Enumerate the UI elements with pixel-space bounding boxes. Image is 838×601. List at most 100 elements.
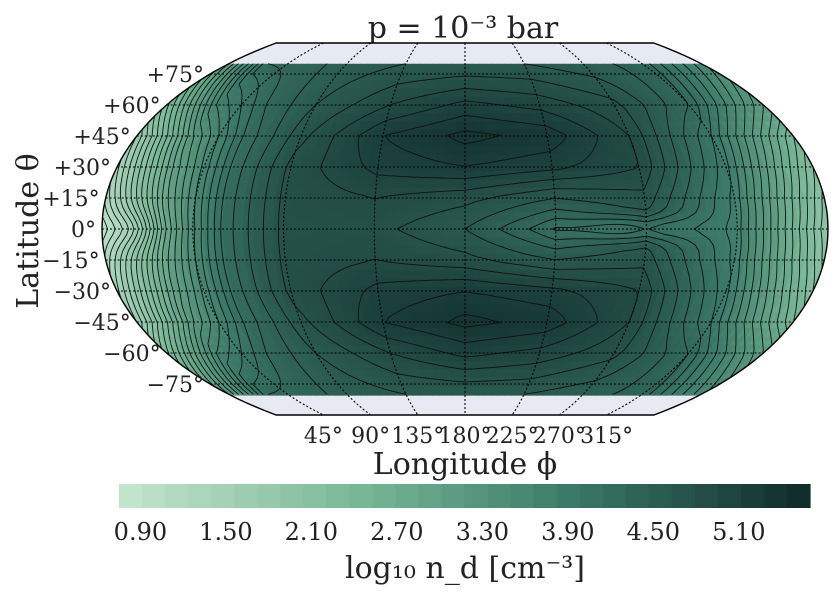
heatmap-cell	[548, 71, 563, 82]
heatmap-cell	[736, 121, 755, 131]
heatmap-cell	[356, 179, 368, 189]
heatmap-cell	[685, 204, 698, 214]
heatmap-cell	[102, 212, 115, 222]
heatmap-cell	[336, 129, 350, 140]
heatmap-cell	[736, 237, 749, 247]
heatmap-cell	[609, 63, 628, 74]
heatmap-cell	[449, 361, 459, 371]
heatmap-cell	[435, 162, 447, 173]
heatmap-cell	[665, 88, 684, 98]
heatmap-cell	[313, 212, 326, 222]
heatmap-cell	[465, 353, 475, 363]
heatmap-cell	[524, 187, 536, 198]
heatmap-cell	[203, 204, 216, 214]
heatmap-cell	[640, 121, 656, 131]
heatmap-cell	[552, 171, 565, 181]
heatmap-cell	[283, 204, 296, 214]
heatmap-cell	[474, 278, 486, 289]
heatmap-cell	[539, 146, 552, 156]
heatmap-cell	[271, 88, 289, 98]
heatmap-cell	[743, 129, 761, 140]
heatmap-cell	[592, 179, 605, 189]
heatmap-cell	[605, 204, 618, 214]
heatmap-cell	[394, 220, 406, 231]
heatmap-cell	[550, 63, 565, 74]
heatmap-cell	[333, 229, 346, 239]
heatmap-cell	[734, 129, 751, 140]
heatmap-cell	[412, 113, 424, 123]
heatmap-cell	[354, 220, 366, 231]
heatmap-cell	[173, 204, 186, 214]
heatmap-cell	[161, 129, 179, 140]
heatmap-cell	[398, 96, 410, 107]
colorbar-segment	[533, 484, 558, 508]
heatmap-cell	[534, 253, 547, 264]
heatmap-cell	[162, 212, 175, 222]
heatmap-cell	[414, 204, 427, 214]
heatmap-cell	[487, 80, 497, 90]
heatmap-cell	[785, 138, 803, 148]
colorbar-tick-label: 3.30	[456, 518, 509, 546]
heatmap-cell	[485, 212, 497, 222]
heatmap-cell	[703, 88, 724, 98]
heatmap-cell	[637, 162, 652, 173]
heatmap-cell	[397, 154, 410, 165]
heatmap-cell	[434, 253, 447, 264]
heatmap-cell	[687, 113, 704, 123]
heatmap-cell	[589, 63, 607, 74]
heatmap-cell	[314, 204, 326, 214]
heatmap-cell	[346, 71, 362, 82]
colorbar-label: log₁₀ n_d [cm⁻³]	[345, 551, 585, 586]
heatmap-cell	[253, 212, 266, 222]
heatmap-cell	[271, 113, 287, 123]
heatmap-cell	[581, 171, 594, 181]
heatmap-cell	[719, 88, 740, 98]
heatmap-cell	[749, 179, 764, 189]
heatmap-cell	[538, 138, 551, 148]
heatmap-cell	[408, 138, 421, 148]
heatmap-cell	[595, 212, 608, 222]
heatmap-cell	[514, 253, 527, 264]
heatmap-cell	[801, 187, 816, 198]
heatmap-cell	[746, 105, 767, 115]
heatmap-cell	[404, 245, 417, 255]
heatmap-cell	[627, 113, 643, 123]
heatmap-cell	[443, 63, 453, 74]
heatmap-cell	[263, 229, 275, 239]
heatmap-cell	[639, 71, 659, 82]
heatmap-cell	[205, 187, 219, 198]
heatmap-cell	[514, 262, 526, 272]
heatmap-cell	[276, 179, 290, 189]
heatmap-cell	[365, 179, 378, 189]
heatmap-cell	[745, 96, 766, 107]
heatmap-cell	[346, 179, 359, 189]
heatmap-cell	[231, 88, 251, 98]
heatmap-cell	[456, 113, 467, 123]
heatmap-cell	[303, 237, 316, 247]
heatmap-cell	[706, 212, 719, 222]
heatmap-cell	[250, 71, 271, 82]
heatmap-cell	[754, 146, 771, 156]
heatmap-cell	[597, 154, 611, 165]
heatmap-cell	[273, 237, 286, 247]
heatmap-cell	[344, 204, 356, 214]
heatmap-cell	[167, 179, 182, 189]
heatmap-cell	[128, 138, 146, 148]
heatmap-cell	[365, 121, 379, 131]
heatmap-cell	[236, 113, 253, 123]
heatmap-cell	[444, 212, 457, 222]
heatmap-cell	[465, 105, 475, 115]
heatmap-cell	[404, 195, 417, 206]
heatmap-cell	[494, 262, 507, 272]
latitude-tick-label: −15°	[42, 249, 99, 274]
heatmap-cell	[504, 187, 517, 198]
heatmap-cell	[414, 245, 427, 255]
heatmap-cell	[473, 121, 485, 131]
heatmap-cell	[474, 179, 486, 189]
heatmap-cell	[405, 270, 418, 280]
heatmap-cell	[414, 220, 426, 231]
heatmap-cell	[288, 171, 301, 181]
heatmap-cell	[495, 212, 507, 222]
heatmap-cell	[507, 113, 519, 123]
heatmap-cell	[293, 237, 306, 247]
